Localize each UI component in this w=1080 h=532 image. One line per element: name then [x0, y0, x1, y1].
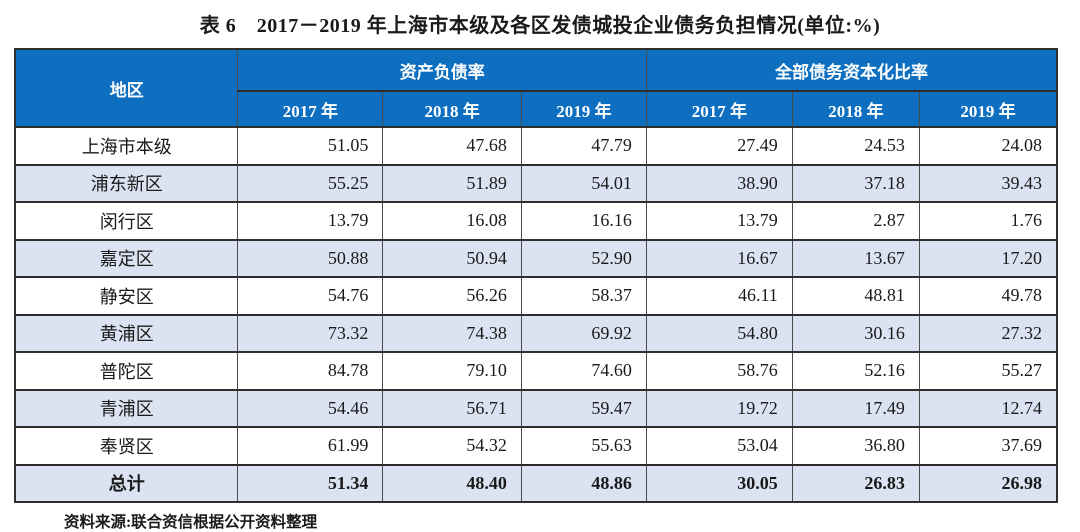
- value-cell: 48.40: [382, 463, 522, 503]
- value-cell: 50.88: [237, 238, 384, 278]
- value-cell: 37.69: [918, 426, 1058, 466]
- value-cell: 52.16: [791, 351, 920, 391]
- value-cell: 52.90: [520, 238, 647, 278]
- value-cell: 17.20: [918, 238, 1058, 278]
- value-cell: 69.92: [520, 313, 647, 353]
- value-cell: 79.10: [382, 351, 522, 391]
- value-cell: 56.26: [382, 276, 522, 316]
- value-cell: 59.47: [520, 388, 647, 428]
- table-row: 奉贤区 61.99 54.32 55.63 53.04 36.80 37.69: [14, 426, 1058, 466]
- value-cell: 48.81: [791, 276, 920, 316]
- value-cell: 26.83: [791, 463, 920, 503]
- value-cell: 38.90: [645, 163, 793, 203]
- year-header-2018-left: 2018 年: [382, 90, 522, 128]
- value-cell: 36.80: [791, 426, 920, 466]
- value-cell: 53.04: [645, 426, 793, 466]
- value-cell: 54.76: [237, 276, 384, 316]
- source-note: 资料来源:联合资信根据公开资料整理: [64, 514, 318, 531]
- value-cell: 27.49: [645, 126, 793, 166]
- value-cell: 39.43: [918, 163, 1058, 203]
- value-cell: 13.79: [237, 201, 384, 241]
- value-cell: 58.37: [520, 276, 647, 316]
- table-header: 地区 资产负债率 全部债务资本化比率 2017 年 2018 年 2019 年 …: [14, 48, 1058, 128]
- year-header-2018-right: 2018 年: [791, 90, 920, 128]
- value-cell: 54.01: [520, 163, 647, 203]
- region-cell: 嘉定区: [14, 238, 239, 278]
- value-cell: 56.71: [382, 388, 522, 428]
- value-cell: 13.67: [791, 238, 920, 278]
- table-row: 普陀区 84.78 79.10 74.60 58.76 52.16 55.27: [14, 351, 1058, 391]
- group-header-row: 地区 资产负债率 全部债务资本化比率: [14, 48, 1058, 128]
- value-cell: 24.08: [918, 126, 1058, 166]
- value-cell: 30.05: [645, 463, 793, 503]
- value-cell: 55.63: [520, 426, 647, 466]
- table-row: 上海市本级 51.05 47.68 47.79 27.49 24.53 24.0…: [14, 126, 1058, 166]
- value-cell: 13.79: [645, 201, 793, 241]
- value-cell: 16.16: [520, 201, 647, 241]
- value-cell: 16.67: [645, 238, 793, 278]
- year-header-2017-left: 2017 年: [237, 90, 384, 128]
- value-cell: 2.87: [791, 201, 920, 241]
- region-cell: 奉贤区: [14, 426, 239, 466]
- table-row: 青浦区 54.46 56.71 59.47 19.72 17.49 12.74: [14, 388, 1058, 428]
- value-cell: 84.78: [237, 351, 384, 391]
- year-header-row: 2017 年 2018 年 2019 年 2017 年 2018 年 2019 …: [15, 90, 1058, 128]
- group-header-total-debt-capitalization-ratio: 全部债务资本化比率: [645, 48, 1058, 92]
- region-cell: 青浦区: [14, 388, 239, 428]
- table-row: 浦东新区 55.25 51.89 54.01 38.90 37.18 39.43: [14, 163, 1058, 203]
- value-cell: 19.72: [645, 388, 793, 428]
- region-cell: 闵行区: [14, 201, 239, 241]
- value-cell: 51.05: [237, 126, 384, 166]
- region-cell: 黄浦区: [14, 313, 239, 353]
- value-cell: 27.32: [918, 313, 1058, 353]
- value-cell: 61.99: [237, 426, 384, 466]
- value-cell: 51.34: [237, 463, 384, 503]
- table-row: 黄浦区 73.32 74.38 69.92 54.80 30.16 27.32: [14, 313, 1058, 353]
- value-cell: 24.53: [791, 126, 920, 166]
- value-cell: 54.80: [645, 313, 793, 353]
- value-cell: 54.32: [382, 426, 522, 466]
- value-cell: 47.79: [520, 126, 647, 166]
- value-cell: 16.08: [382, 201, 522, 241]
- table-row: 闵行区 13.79 16.08 16.16 13.79 2.87 1.76: [14, 201, 1058, 241]
- value-cell: 50.94: [382, 238, 522, 278]
- region-cell: 普陀区: [14, 351, 239, 391]
- value-cell: 74.38: [382, 313, 522, 353]
- table-title: 表 6 2017－2019 年上海市本级及各区发债城投企业债务负担情况(单位:%…: [199, 15, 881, 37]
- region-cell-total: 总计: [14, 463, 239, 503]
- region-column-header: 地区: [14, 48, 239, 128]
- value-cell: 46.11: [645, 276, 793, 316]
- value-cell: 54.46: [237, 388, 384, 428]
- year-header-2017-right: 2017 年: [645, 90, 793, 128]
- value-cell: 55.25: [237, 163, 384, 203]
- region-cell: 浦东新区: [14, 163, 239, 203]
- table-row: 静安区 54.76 56.26 58.37 46.11 48.81 49.78: [14, 276, 1058, 316]
- total-row: 总计 51.34 48.40 48.86 30.05 26.83 26.98: [14, 463, 1058, 503]
- value-cell: 1.76: [918, 201, 1058, 241]
- year-header-2019-left: 2019 年: [520, 90, 647, 128]
- value-cell: 30.16: [791, 313, 920, 353]
- value-cell: 48.86: [520, 463, 647, 503]
- value-cell: 12.74: [918, 388, 1058, 428]
- region-cell: 上海市本级: [14, 126, 239, 166]
- region-cell: 静安区: [14, 276, 239, 316]
- value-cell: 47.68: [382, 126, 522, 166]
- value-cell: 55.27: [918, 351, 1058, 391]
- value-cell: 74.60: [520, 351, 647, 391]
- value-cell: 51.89: [382, 163, 522, 203]
- value-cell: 37.18: [791, 163, 920, 203]
- debt-burden-table: 地区 资产负债率 全部债务资本化比率 2017 年 2018 年 2019 年 …: [14, 48, 1058, 503]
- value-cell: 26.98: [918, 463, 1058, 503]
- group-header-asset-liability-ratio: 资产负债率: [237, 48, 647, 92]
- table-body: 上海市本级 51.05 47.68 47.79 27.49 24.53 24.0…: [14, 126, 1058, 503]
- year-header-2019-right: 2019 年: [918, 90, 1058, 128]
- value-cell: 73.32: [237, 313, 384, 353]
- value-cell: 49.78: [918, 276, 1058, 316]
- value-cell: 58.76: [645, 351, 793, 391]
- value-cell: 17.49: [791, 388, 920, 428]
- table-row: 嘉定区 50.88 50.94 52.90 16.67 13.67 17.20: [14, 238, 1058, 278]
